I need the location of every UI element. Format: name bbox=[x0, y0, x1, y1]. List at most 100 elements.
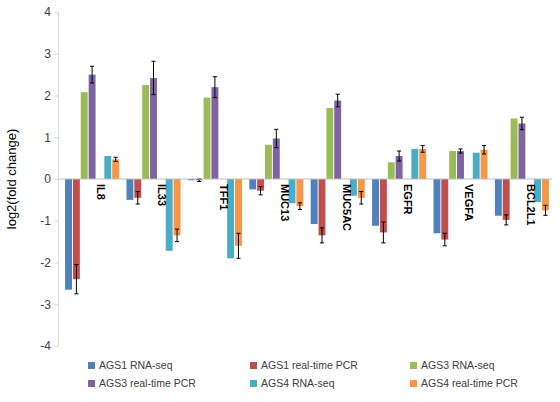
series bbox=[73, 179, 510, 294]
legend-item: AGS4 RNA-seq bbox=[250, 377, 335, 389]
category-label: EGFR bbox=[402, 184, 414, 215]
bar bbox=[211, 87, 218, 179]
legend: AGS1 RNA-seqAGS1 real-time PCRAGS3 RNA-s… bbox=[88, 359, 518, 389]
error-bar bbox=[543, 205, 547, 215]
y-tick-mark bbox=[54, 96, 58, 97]
bar bbox=[449, 151, 456, 179]
bar bbox=[503, 179, 510, 220]
legend-label: AGS4 real-time PCR bbox=[421, 377, 518, 389]
bar bbox=[296, 179, 303, 206]
y-axis: -4 -3 -2 -1 0 1 2 3 4 bbox=[40, 5, 58, 353]
legend-label: AGS3 RNA-seq bbox=[421, 359, 495, 371]
legend-swatch bbox=[410, 362, 417, 369]
y-axis-title: log2(fold change) bbox=[4, 129, 19, 229]
error-bar bbox=[397, 151, 401, 161]
bar bbox=[89, 75, 96, 179]
error-bar bbox=[274, 129, 278, 147]
error-bar bbox=[151, 61, 155, 94]
y-tick: 4 bbox=[44, 5, 58, 19]
chart: -4-3-2-101234log2(fold change)IL8IL33TFF… bbox=[0, 0, 560, 402]
y-tick-mark bbox=[54, 179, 58, 180]
error-bar bbox=[520, 117, 524, 130]
error-bar bbox=[236, 233, 240, 258]
legend-swatch bbox=[250, 362, 257, 369]
y-tick-mark bbox=[54, 263, 58, 264]
legend-item: AGS1 real-time PCR bbox=[250, 359, 358, 371]
series bbox=[81, 85, 518, 179]
bar bbox=[518, 123, 525, 179]
legend-swatch bbox=[410, 380, 417, 387]
bar bbox=[174, 179, 181, 235]
bar bbox=[81, 92, 88, 179]
error-bar bbox=[443, 233, 447, 246]
bar bbox=[372, 179, 379, 226]
bar bbox=[104, 156, 111, 179]
bar bbox=[311, 179, 318, 224]
bar bbox=[495, 179, 502, 216]
y-tick-mark bbox=[54, 12, 58, 13]
y-tick: 2 bbox=[44, 89, 58, 103]
y-tick-mark bbox=[54, 137, 58, 138]
y-tick-mark bbox=[54, 346, 58, 347]
bar bbox=[265, 145, 272, 179]
y-tick: 1 bbox=[44, 131, 58, 145]
error-bar bbox=[381, 222, 385, 243]
legend-item: AGS4 real-time PCR bbox=[410, 377, 518, 389]
bar bbox=[388, 162, 395, 179]
plot-area bbox=[65, 61, 549, 294]
legend-label: AGS1 real-time PCR bbox=[261, 359, 358, 371]
y-tick: -1 bbox=[40, 214, 58, 228]
series bbox=[65, 179, 502, 290]
error-bar bbox=[504, 215, 508, 225]
y-tick-mark bbox=[54, 54, 58, 55]
error-bar bbox=[114, 157, 118, 161]
series bbox=[112, 146, 549, 259]
bar bbox=[441, 179, 448, 240]
y-tick-label: -2 bbox=[40, 256, 51, 270]
legend-item: AGS3 real-time PCR bbox=[88, 377, 196, 389]
y-tick-label: -4 bbox=[40, 339, 51, 353]
bar bbox=[473, 153, 480, 179]
error-bar bbox=[298, 203, 302, 210]
y-tick-label: 1 bbox=[44, 131, 51, 145]
error-bar bbox=[74, 265, 78, 294]
bar bbox=[411, 149, 418, 179]
error-bar bbox=[359, 192, 363, 205]
bar bbox=[457, 151, 464, 179]
error-bar bbox=[136, 192, 140, 205]
error-bar bbox=[421, 146, 425, 153]
y-tick-label: -1 bbox=[40, 214, 51, 228]
y-tick: 0 bbox=[44, 172, 58, 186]
y-tick-label: 3 bbox=[44, 47, 51, 61]
bar bbox=[112, 159, 119, 179]
y-tick: 3 bbox=[44, 47, 58, 61]
y-tick-label: -3 bbox=[40, 298, 51, 312]
series bbox=[89, 61, 526, 179]
zero-line bbox=[58, 179, 552, 180]
error-bar bbox=[175, 229, 179, 242]
y-tick-label: 2 bbox=[44, 89, 51, 103]
category-label: VEGFA bbox=[463, 184, 475, 221]
error-bar bbox=[482, 146, 486, 154]
category-label: IL8 bbox=[95, 184, 107, 200]
error-bar bbox=[90, 66, 94, 83]
bar bbox=[319, 179, 326, 235]
category-label: MUC5AC bbox=[341, 184, 353, 231]
y-tick: -3 bbox=[40, 298, 58, 312]
legend-swatch bbox=[250, 380, 257, 387]
y-tick-mark bbox=[54, 221, 58, 222]
error-bar bbox=[458, 149, 462, 153]
error-bar bbox=[336, 94, 340, 107]
y-tick-mark bbox=[54, 304, 58, 305]
bar bbox=[511, 118, 518, 179]
bar bbox=[126, 179, 133, 200]
bar bbox=[204, 98, 211, 179]
y-axis-line bbox=[54, 13, 59, 347]
y-tick: -2 bbox=[40, 256, 58, 270]
legend-swatch bbox=[88, 362, 95, 369]
y-tick-label: 4 bbox=[44, 5, 51, 19]
series bbox=[104, 149, 541, 258]
legend-label: AGS4 RNA-seq bbox=[261, 377, 335, 389]
category-label: BCL2L1 bbox=[525, 184, 537, 226]
category-label: IL33 bbox=[156, 184, 168, 206]
